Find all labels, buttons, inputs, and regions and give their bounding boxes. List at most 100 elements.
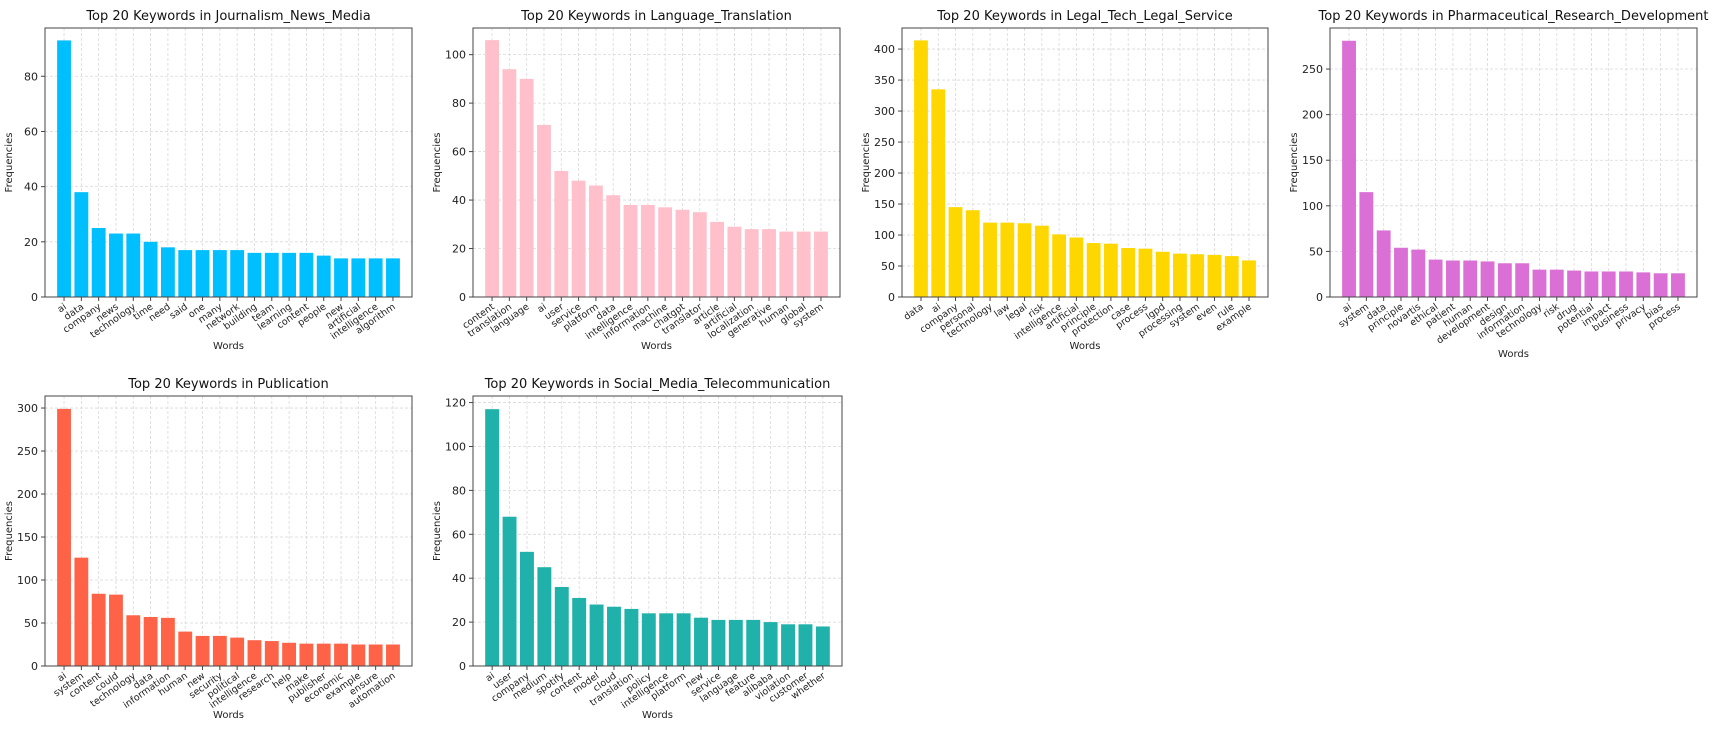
bar	[746, 619, 761, 666]
bar	[386, 258, 400, 297]
bar	[607, 606, 621, 666]
y-tick-label: 100	[1302, 200, 1323, 213]
bar	[1173, 253, 1187, 297]
bar	[126, 615, 141, 666]
chart-title: Top 20 Keywords in Social_Media_Telecomm…	[484, 377, 831, 392]
bar	[1394, 247, 1408, 297]
y-tick-label: 100	[445, 440, 466, 453]
bar	[728, 619, 743, 666]
axes-frame	[44, 27, 413, 298]
bar	[1121, 248, 1136, 297]
y-tick-label: 150	[874, 198, 895, 211]
y-tick-label: 60	[452, 528, 466, 541]
bar	[316, 643, 331, 666]
bar	[230, 637, 245, 666]
axes-frame	[1329, 27, 1698, 298]
bar	[334, 643, 348, 666]
bar	[588, 185, 603, 297]
bar	[57, 40, 71, 298]
bar	[1497, 263, 1512, 297]
bar	[316, 255, 331, 297]
y-tick-label: 200	[1302, 109, 1323, 122]
bar	[195, 250, 210, 297]
bar	[1532, 269, 1547, 297]
bar	[675, 209, 690, 297]
chart-panel: 020406080100120aiusercompanymediumspotif…	[432, 377, 843, 721]
bar	[641, 613, 656, 666]
x-axis-label: Words	[1498, 349, 1529, 360]
y-tick-label: 50	[1309, 245, 1323, 258]
bar	[1567, 270, 1582, 297]
bar	[282, 642, 297, 666]
y-tick-label: 350	[874, 74, 895, 87]
bar	[299, 252, 314, 297]
bar	[502, 69, 517, 297]
y-tick-label: 40	[452, 572, 466, 585]
chart-title: Top 20 Keywords in Pharmaceutical_Resear…	[1318, 9, 1709, 24]
bar	[91, 593, 106, 666]
bar	[1619, 271, 1633, 297]
bar	[589, 604, 604, 666]
bar	[74, 192, 89, 297]
bar	[640, 204, 655, 297]
bar	[485, 409, 500, 666]
y-tick-label: 200	[17, 488, 38, 501]
bar	[796, 231, 811, 297]
axes-frame	[901, 27, 1269, 298]
chart-title: Top 20 Keywords in Journalism_News_Media	[85, 9, 370, 24]
bar	[126, 233, 141, 297]
bar	[572, 597, 587, 666]
bar	[1376, 230, 1391, 297]
chart-panel: 050100150200250aisystemdataprinciplenova…	[1289, 9, 1708, 360]
y-tick-label: 0	[31, 660, 38, 673]
y-tick-label: 100	[874, 229, 895, 242]
y-tick-label: 250	[1302, 63, 1323, 76]
y-axis-label: Frequencies	[4, 501, 15, 561]
axes-frame	[472, 27, 841, 298]
bar	[676, 613, 691, 666]
bar	[1155, 251, 1170, 297]
bar	[282, 252, 297, 297]
chart-title: Top 20 Keywords in Legal_Tech_Legal_Serv…	[936, 9, 1233, 24]
bar	[143, 616, 158, 666]
bar	[763, 622, 778, 666]
chart-panel: 050100150200250300aisystemcontentcouldte…	[4, 377, 413, 721]
bar	[368, 258, 383, 297]
bar	[744, 229, 759, 297]
chart-panel: 020406080aidatacompanynewstechnologytime…	[4, 9, 413, 352]
bar	[606, 195, 621, 297]
bar	[178, 250, 193, 297]
bar	[160, 247, 175, 297]
bar	[537, 124, 551, 297]
bar	[1017, 223, 1032, 297]
bar	[351, 258, 366, 297]
bar	[1480, 261, 1495, 297]
y-tick-label: 400	[874, 43, 895, 56]
bar	[1515, 263, 1530, 297]
y-tick-label: 80	[452, 97, 466, 110]
y-tick-label: 150	[17, 531, 38, 544]
bar	[230, 250, 245, 297]
bar	[109, 233, 123, 297]
bar	[1190, 254, 1205, 297]
y-tick-label: 60	[24, 125, 38, 138]
bar	[1224, 256, 1239, 297]
y-tick-label: 300	[17, 402, 38, 415]
bar	[143, 241, 158, 297]
bar	[1584, 271, 1599, 297]
y-tick-label: 250	[17, 445, 38, 458]
y-axis-label: Frequencies	[432, 501, 443, 561]
bar	[983, 222, 997, 297]
bar	[160, 617, 175, 666]
bar	[1069, 237, 1084, 297]
bar	[1000, 222, 1015, 297]
x-axis-label: Words	[1070, 341, 1101, 352]
bar	[1428, 259, 1443, 297]
bar	[711, 619, 726, 666]
bar	[1207, 254, 1222, 297]
bar	[815, 626, 830, 666]
axes-frame	[472, 395, 843, 667]
bar	[1411, 249, 1426, 297]
x-axis-label: Words	[213, 710, 244, 721]
